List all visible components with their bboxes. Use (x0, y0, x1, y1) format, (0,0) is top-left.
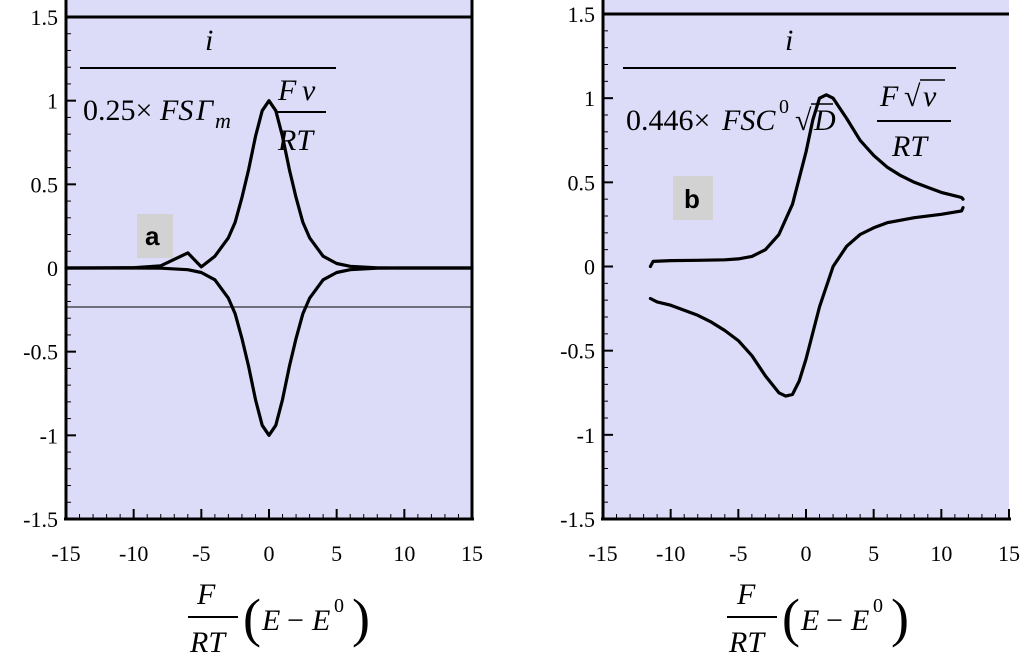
svg-text:FSC: FSC (721, 104, 776, 137)
x-tick-label: -5 (729, 541, 747, 566)
svg-text:−: − (826, 604, 843, 637)
svg-text:RT: RT (891, 130, 929, 163)
x-tick-label: -15 (588, 541, 617, 566)
y-tick-label: 0.5 (31, 172, 59, 197)
y-tick-label: -0.5 (560, 339, 595, 364)
series-line-forward (64, 99, 474, 270)
x-tick-label: -10 (656, 541, 685, 566)
svg-text:E: E (800, 604, 819, 637)
y-tick-label: -1.5 (23, 507, 58, 532)
svg-text:(: ( (782, 588, 800, 648)
y-tick-label: -0.5 (23, 340, 58, 365)
x-tick-label: -10 (119, 541, 148, 566)
svg-text:E: E (850, 604, 869, 637)
svg-text:i: i (205, 24, 213, 57)
panel-label-box-b (673, 176, 713, 220)
ticks-b (602, 13, 1010, 520)
svg-text:−: − (287, 604, 304, 637)
panel-a: -15 -10 -5 0 5 10 15 -1.5 -1 -0.5 0 0.5 1 1.5 i 0.25×… (23, 0, 483, 656)
svg-text:0: 0 (334, 595, 344, 617)
svg-text:√: √ (795, 104, 812, 137)
ylabel-a: i 0.25× FS Γ m F ν RT (80, 24, 336, 157)
svg-text:ν: ν (923, 80, 937, 113)
ticks-a (65, 16, 473, 520)
svg-text:E: E (311, 604, 330, 637)
svg-text:i: i (785, 24, 793, 57)
y-tick-label: 0.5 (568, 170, 596, 195)
y-tick-label: -1 (40, 423, 58, 448)
svg-text:0.446×: 0.446× (626, 104, 710, 137)
x-tick-label: -5 (192, 541, 210, 566)
panel-label-a: a (145, 221, 160, 251)
plot-area-a (66, 0, 472, 518)
x-tick-label: 5 (331, 541, 342, 566)
x-tick-label: -15 (51, 541, 80, 566)
y-tick-label: 1 (47, 89, 58, 114)
xlabel-a: F RT ( E − E 0 ) (188, 578, 370, 656)
x-tick-label: 10 (930, 541, 952, 566)
y-tick-label: 0 (584, 255, 595, 280)
tick-labels-a: -15 -10 -5 0 5 10 15 -1.5 -1 -0.5 0 0.5 1 1.5 (23, 5, 483, 566)
series-b (648, 93, 965, 398)
xlabel-b: F RT ( E − E 0 ) (727, 578, 909, 656)
y-tick-label: -1 (577, 423, 595, 448)
series-a (64, 99, 474, 437)
svg-text:0: 0 (873, 595, 883, 617)
x-tick-label: 5 (868, 541, 879, 566)
y-tick-label: 1.5 (31, 5, 59, 30)
x-tick-label: 15 (998, 541, 1020, 566)
svg-text:√: √ (904, 80, 921, 113)
svg-text:(: ( (243, 588, 261, 648)
svg-text:D: D (813, 104, 836, 137)
y-tick-label: 1 (584, 86, 595, 111)
panel-b: -15 -10 -5 0 5 10 15 -1.5 -1 -0.5 0 0.5 1 1.5 i 0.446… (560, 0, 1020, 656)
plot-area-b (603, 0, 1009, 518)
svg-text:FS: FS (159, 94, 193, 127)
y-tick-label: 1.5 (568, 2, 596, 27)
svg-text:RT: RT (277, 124, 315, 157)
x-tick-label: 0 (801, 541, 812, 566)
svg-text:E: E (261, 604, 280, 637)
panel-label-box-a (137, 214, 173, 258)
svg-text:RT: RT (728, 626, 766, 656)
y-tick-label: 0 (47, 256, 58, 281)
svg-text:0.25×: 0.25× (83, 94, 152, 127)
svg-text:): ) (352, 588, 370, 648)
series-line-reverse (64, 266, 474, 437)
x-tick-label: 15 (461, 541, 483, 566)
x-tick-label: 0 (264, 541, 275, 566)
y-tick-label: -1.5 (560, 507, 595, 532)
svg-text:): ) (891, 588, 909, 648)
panel-label-b: b (684, 184, 700, 214)
x-tick-label: 10 (393, 541, 415, 566)
svg-text:Γ: Γ (195, 94, 215, 127)
series-line-reverse (648, 206, 965, 398)
svg-text:RT: RT (189, 626, 227, 656)
series-line-forward (648, 93, 965, 269)
svg-text:0: 0 (779, 96, 789, 118)
svg-text:F: F (879, 80, 899, 113)
svg-text:F: F (736, 578, 756, 611)
tick-labels-b: -15 -10 -5 0 5 10 15 -1.5 -1 -0.5 0 0.5 1 1.5 (560, 2, 1020, 566)
svg-text:F: F (277, 74, 297, 107)
svg-text:F: F (196, 578, 216, 611)
svg-text:m: m (215, 108, 231, 133)
ylabel-b: i 0.446× FSC 0 √ D F √ ν RT (623, 24, 956, 163)
svg-text:ν: ν (302, 74, 316, 107)
